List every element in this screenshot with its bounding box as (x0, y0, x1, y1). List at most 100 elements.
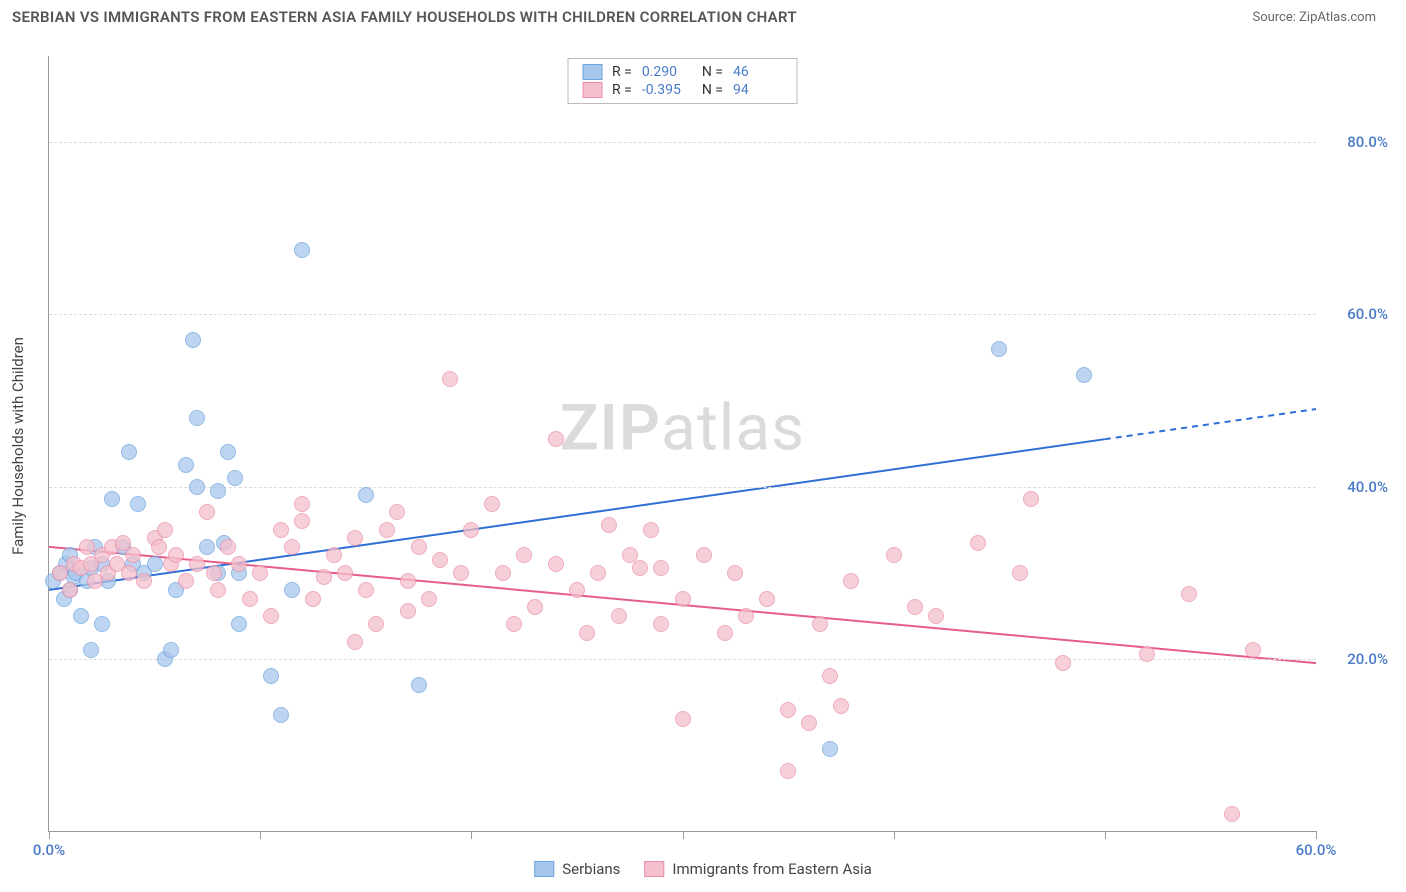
scatter-point (220, 444, 236, 460)
n-value: 46 (733, 64, 783, 80)
y-tick-label: 80.0% (1347, 133, 1388, 151)
scatter-point (263, 608, 279, 624)
scatter-point (294, 242, 310, 258)
scatter-point (400, 573, 416, 589)
scatter-point (347, 634, 363, 650)
gridline-h (49, 142, 1316, 143)
scatter-point (1139, 646, 1155, 662)
chart-plot-area: ZIPatlas R =0.290N =46R =-0.395N =94 20.… (48, 56, 1316, 832)
scatter-point (83, 642, 99, 658)
scatter-point (151, 539, 167, 555)
y-tick-label: 40.0% (1347, 478, 1388, 496)
y-tick-label: 20.0% (1347, 650, 1388, 668)
scatter-point (130, 496, 146, 512)
x-tick (260, 831, 261, 839)
scatter-point (1181, 586, 1197, 602)
gridline-h (49, 314, 1316, 315)
scatter-point (675, 711, 691, 727)
r-value: 0.290 (642, 64, 692, 80)
scatter-point (484, 496, 500, 512)
scatter-point (136, 573, 152, 589)
scatter-point (812, 616, 828, 632)
scatter-point (432, 552, 448, 568)
scatter-point (337, 565, 353, 581)
series-legend-item: Immigrants from Eastern Asia (644, 860, 871, 878)
series-legend-label: Serbians (562, 860, 620, 878)
scatter-point (326, 547, 342, 563)
watermark-bold: ZIP (560, 391, 661, 466)
scatter-point (157, 522, 173, 538)
scatter-point (284, 539, 300, 555)
scatter-point (121, 565, 137, 581)
scatter-point (833, 698, 849, 714)
scatter-point (421, 591, 437, 607)
r-label: R = (612, 82, 632, 98)
scatter-point (991, 341, 1007, 357)
y-axis-label: Family Households with Children (9, 337, 27, 555)
scatter-point (227, 470, 243, 486)
scatter-point (358, 582, 374, 598)
source-label: Source: ZipAtlas.com (1252, 10, 1376, 25)
scatter-point (206, 565, 222, 581)
scatter-point (147, 556, 163, 572)
scatter-point (970, 535, 986, 551)
scatter-point (453, 565, 469, 581)
scatter-point (210, 582, 226, 598)
scatter-point (368, 616, 384, 632)
scatter-point (727, 565, 743, 581)
x-tick (471, 831, 472, 839)
scatter-point (696, 547, 712, 563)
watermark: ZIPatlas (560, 391, 805, 466)
scatter-point (125, 547, 141, 563)
watermark-rest: atlas (661, 391, 805, 466)
scatter-point (717, 625, 733, 641)
scatter-point (928, 608, 944, 624)
series-legend: Serbians Immigrants from Eastern Asia (534, 860, 872, 878)
scatter-point (843, 573, 859, 589)
scatter-point (121, 444, 137, 460)
scatter-point (231, 556, 247, 572)
x-tick (894, 831, 895, 839)
scatter-point (822, 741, 838, 757)
scatter-point (358, 487, 374, 503)
r-label: R = (612, 64, 632, 80)
series-legend-label: Immigrants from Eastern Asia (672, 860, 871, 878)
series-legend-item: Serbians (534, 860, 620, 878)
scatter-point (305, 591, 321, 607)
x-tick-label: 0.0% (33, 841, 65, 859)
gridline-h (49, 659, 1316, 660)
scatter-point (506, 616, 522, 632)
gridline-h (49, 487, 1316, 488)
scatter-point (411, 539, 427, 555)
x-tick (49, 831, 50, 839)
correlation-legend-row: R =-0.395N =94 (582, 81, 783, 99)
legend-swatch (534, 861, 554, 877)
scatter-point (579, 625, 595, 641)
x-tick (683, 831, 684, 839)
scatter-point (347, 530, 363, 546)
scatter-point (294, 496, 310, 512)
correlation-legend-row: R =0.290N =46 (582, 63, 783, 81)
scatter-point (643, 522, 659, 538)
scatter-point (516, 547, 532, 563)
scatter-point (242, 591, 258, 607)
scatter-point (273, 522, 289, 538)
scatter-point (273, 707, 289, 723)
scatter-point (199, 539, 215, 555)
scatter-point (185, 332, 201, 348)
scatter-point (62, 582, 78, 598)
scatter-point (94, 616, 110, 632)
legend-swatch (582, 82, 602, 98)
scatter-point (569, 582, 585, 598)
scatter-point (79, 539, 95, 555)
scatter-point (1245, 642, 1261, 658)
scatter-point (601, 517, 617, 533)
y-tick-label: 60.0% (1347, 305, 1388, 323)
chart-title: SERBIAN VS IMMIGRANTS FROM EASTERN ASIA … (12, 8, 797, 26)
scatter-point (400, 603, 416, 619)
scatter-point (379, 522, 395, 538)
correlation-legend: R =0.290N =46R =-0.395N =94 (567, 58, 798, 104)
scatter-point (527, 599, 543, 615)
scatter-point (780, 702, 796, 718)
scatter-point (442, 371, 458, 387)
